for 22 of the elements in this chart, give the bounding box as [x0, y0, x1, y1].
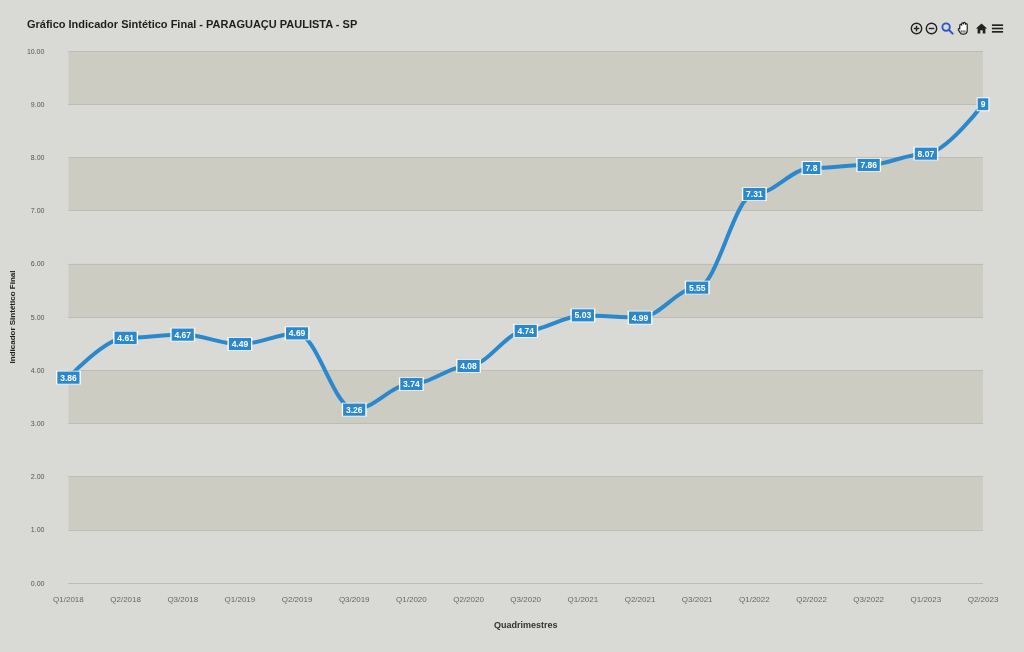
x-tick-label: Q3/2018: [167, 594, 199, 604]
x-tick-label: Q1/2020: [396, 594, 428, 604]
x-tick-label: Q3/2021: [681, 594, 714, 604]
x-tick-label: Q2/2021: [624, 594, 656, 604]
y-axis-title: Indicador Sintético Final: [7, 270, 17, 364]
x-tick-label: Q1/2018: [53, 594, 85, 604]
x-tick-label: Q3/2019: [338, 594, 371, 604]
x-tick-label: Q1/2021: [567, 594, 599, 604]
x-tick-label: Q2/2022: [796, 594, 828, 604]
x-tick-label: Q3/2022: [853, 594, 885, 604]
x-tick-label: Q2/2018: [110, 594, 142, 604]
x-tick-label: Q2/2020: [453, 594, 485, 604]
chart-title: Gráfico Indicador Sintético Final - PARAGUAÇU PAULISTA - SP: [27, 17, 358, 30]
x-tick-label: Q1/2019: [224, 594, 256, 604]
x-tick-label: Q1/2022: [739, 594, 771, 604]
x-tick-label: Q2/2023: [967, 594, 999, 604]
x-tick-label: Q3/2020: [510, 594, 542, 604]
data-label: 9: [980, 99, 986, 110]
x-axis-title: Quadrimestres: [493, 619, 558, 630]
x-tick-label: Q2/2019: [281, 594, 313, 604]
x-tick-label: Q1/2023: [910, 594, 942, 604]
data-label: 7.8: [805, 163, 818, 174]
